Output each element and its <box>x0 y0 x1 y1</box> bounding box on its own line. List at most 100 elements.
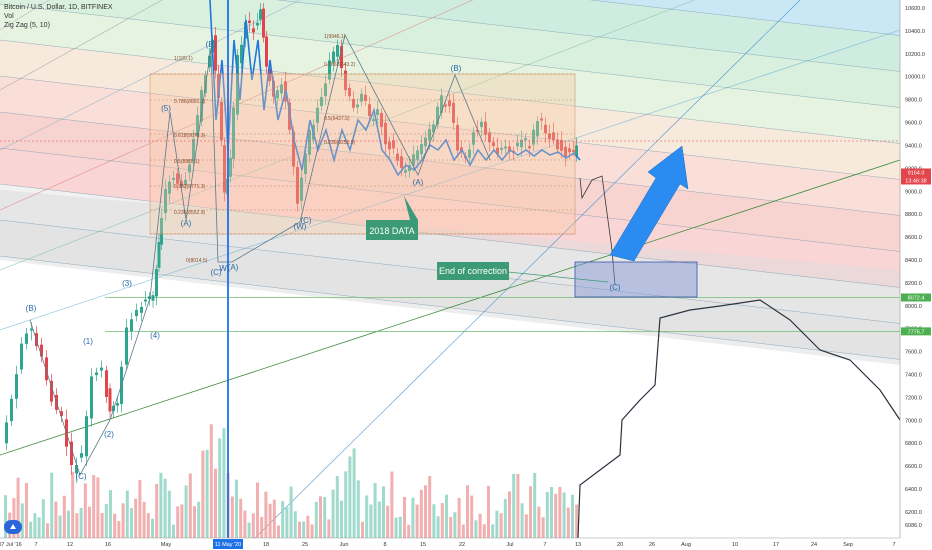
candle-body <box>368 104 371 117</box>
time-tick-label: 26 <box>649 542 655 548</box>
volume-bar <box>331 489 335 538</box>
candle-body <box>10 398 13 422</box>
data-2018-text: 2018 DATA <box>369 226 414 236</box>
volume-bar <box>390 471 394 538</box>
volume-bar <box>436 516 440 538</box>
volume-bar <box>466 485 469 538</box>
candle-body <box>332 51 335 63</box>
candle-body <box>265 36 268 67</box>
candle-body <box>324 83 327 97</box>
time-tick-label: 17 <box>773 542 779 548</box>
tradingview-logo-icon[interactable] <box>4 520 22 534</box>
candle-body <box>240 44 243 64</box>
candle-body <box>304 153 307 174</box>
volume-bar <box>415 504 419 538</box>
candle-body <box>404 169 407 173</box>
candle-body <box>80 453 83 458</box>
candle-body <box>192 138 195 162</box>
volume-bar <box>146 512 150 538</box>
candle-body <box>560 140 563 151</box>
candle-body <box>352 98 355 108</box>
wave-label: (C) <box>609 283 620 292</box>
candle-body <box>575 145 578 157</box>
candle-body <box>336 45 339 57</box>
candle-body <box>85 416 88 457</box>
volume-bar <box>503 498 507 538</box>
volume-bar <box>461 524 465 538</box>
volume-bar <box>75 513 79 538</box>
volume-bar <box>285 507 289 538</box>
candle-body <box>60 411 63 416</box>
candle-body <box>480 121 483 128</box>
fib-label: 0.236(9251.9) <box>324 140 355 146</box>
wave-label: (B) <box>451 64 462 73</box>
candle-body <box>50 380 53 402</box>
candle-body <box>472 132 475 145</box>
volume-bar <box>46 523 49 538</box>
price-tick-label: 8800.0 <box>905 212 922 218</box>
time-axis-bg <box>0 538 932 550</box>
volume-bar <box>62 495 66 538</box>
price-tick-label: 8400.0 <box>905 258 922 264</box>
price-tick-label: 6200.0 <box>905 510 922 516</box>
volume-bar <box>365 495 369 538</box>
legend-symbol: Bitcoin / U.S. Dollar, 1D, BITFINEX <box>4 4 113 11</box>
time-tick-label: Jul <box>506 542 513 548</box>
time-tick-label: 20 <box>617 542 623 548</box>
candle-body <box>116 403 119 406</box>
candle-body <box>344 70 347 91</box>
bullish-arrow <box>609 145 689 262</box>
data-2018-label: 2018 DATA <box>366 196 418 240</box>
candle-body <box>504 146 507 149</box>
candle-body <box>360 93 363 102</box>
price-tag-label: 7776.7 <box>908 329 925 335</box>
volume-bar <box>113 513 117 538</box>
price-tag <box>901 168 931 177</box>
price-axis-bg <box>900 0 932 550</box>
price-tick-label: 7400.0 <box>905 373 922 379</box>
candle-body <box>356 104 359 108</box>
volume-bar <box>264 491 268 538</box>
fib-label: 0.5(9437.5) <box>324 116 350 122</box>
candle-body <box>508 146 511 152</box>
volume-bar <box>541 517 545 538</box>
candle-body <box>420 144 423 155</box>
candle-body <box>380 112 383 127</box>
volume-bar <box>12 498 16 538</box>
volume-bar <box>50 472 54 538</box>
volume-bar <box>508 491 511 538</box>
candle-body <box>130 319 133 332</box>
volume-bar <box>499 513 503 538</box>
price-tick-label: 8600.0 <box>905 235 922 241</box>
volume-bar <box>104 503 108 538</box>
candle-body <box>444 104 447 107</box>
fib-label: 0.382(8771.3) <box>174 184 205 190</box>
volume-bar <box>327 519 331 538</box>
candle-body <box>316 107 319 123</box>
time-tick-label: 22 <box>459 542 465 548</box>
candle-body <box>232 107 235 159</box>
time-tick-label: Jun <box>340 542 349 548</box>
price-tick-label: 9000.0 <box>905 189 922 195</box>
candle-body <box>340 46 343 69</box>
candle-body <box>168 181 171 194</box>
volume-bar <box>281 501 285 538</box>
candle-body <box>160 217 163 245</box>
volume-bar <box>340 500 343 538</box>
candle-body <box>30 328 33 331</box>
candle-body <box>155 268 158 297</box>
candle-body <box>259 9 262 20</box>
volume-bar <box>407 524 411 538</box>
time-tick-label: 16 <box>105 542 111 548</box>
fib-label: 0.618(9076.3) <box>174 133 205 139</box>
volume-bar <box>29 521 33 538</box>
candle-body <box>45 357 48 381</box>
wave-label: (3) <box>122 279 132 288</box>
volume-bar <box>428 476 432 538</box>
price-tick-label: 9600.0 <box>905 121 922 127</box>
candle-body <box>424 137 427 147</box>
wave-label: (1) <box>83 337 93 346</box>
